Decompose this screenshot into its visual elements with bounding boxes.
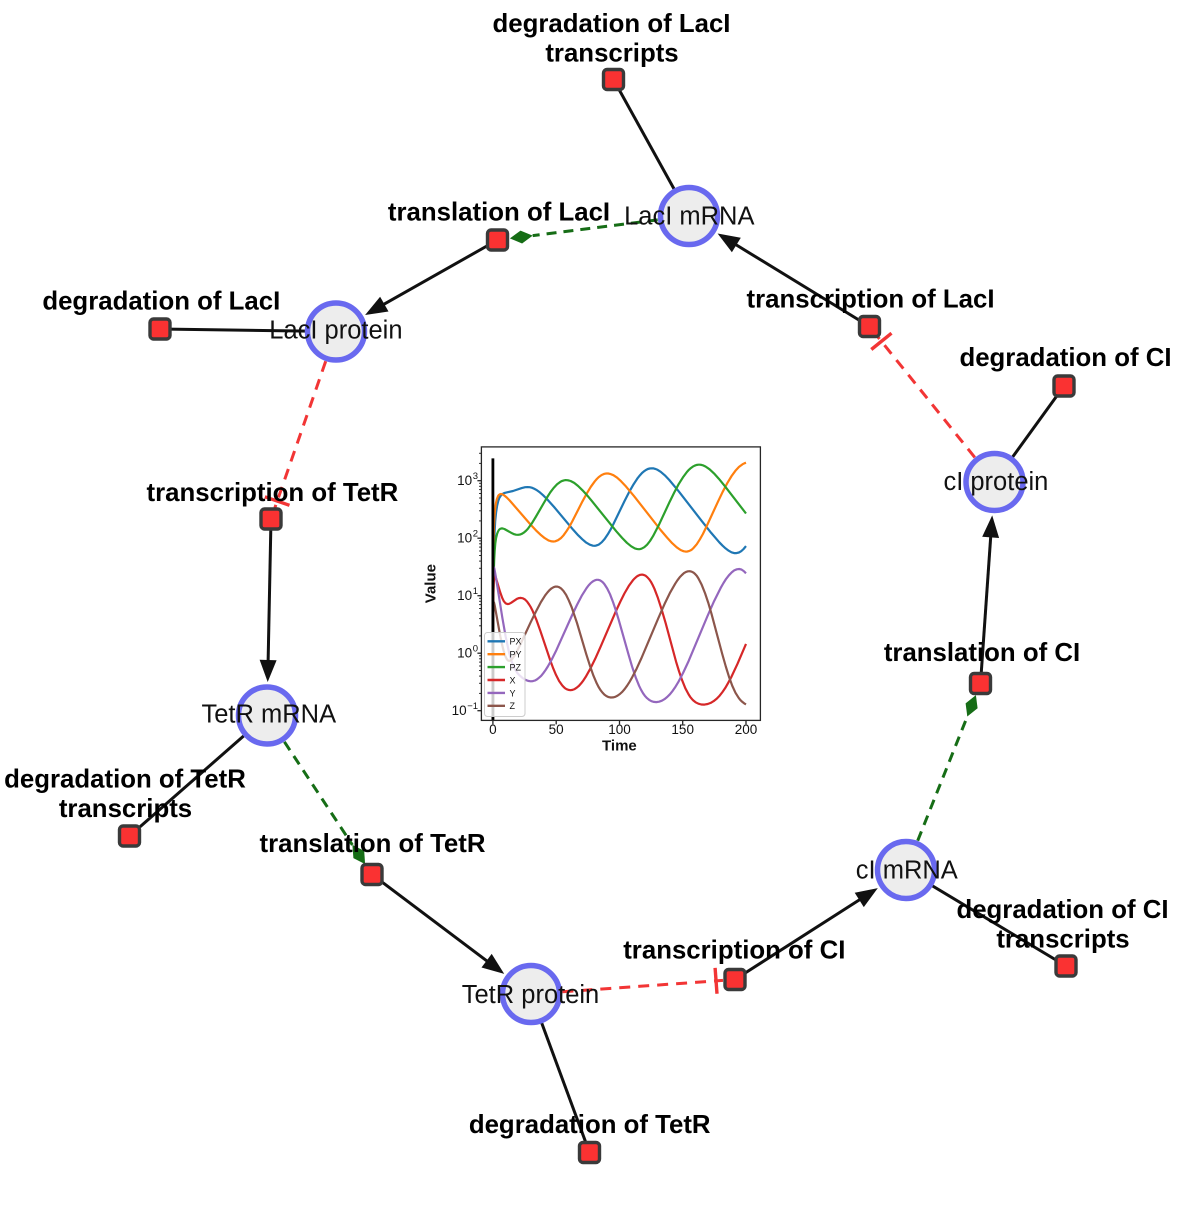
svg-text:10: 10	[452, 703, 467, 718]
svg-text:degradation of LacI: degradation of LacI	[42, 288, 280, 316]
svg-text:degradation of CI: degradation of CI	[956, 896, 1168, 924]
svg-text:10: 10	[457, 531, 472, 546]
svg-text:TetR protein: TetR protein	[462, 981, 600, 1009]
svg-text:X: X	[510, 675, 516, 685]
svg-text:Value: Value	[423, 564, 440, 603]
svg-text:PY: PY	[510, 650, 522, 660]
svg-text:Y: Y	[510, 688, 516, 698]
svg-text:150: 150	[671, 722, 694, 737]
svg-text:TetR mRNA: TetR mRNA	[201, 701, 336, 729]
svg-text:2: 2	[473, 529, 478, 540]
svg-text:10: 10	[457, 473, 472, 488]
svg-text:translation of TetR: translation of TetR	[260, 830, 486, 858]
svg-text:PZ: PZ	[510, 663, 522, 673]
svg-text:0: 0	[489, 722, 497, 737]
svg-text:transcription of CI: transcription of CI	[623, 937, 845, 965]
svg-text:cI mRNA: cI mRNA	[856, 857, 958, 885]
svg-text:0: 0	[473, 644, 478, 655]
svg-text:transcripts: transcripts	[996, 925, 1129, 953]
svg-text:−1: −1	[467, 701, 478, 712]
svg-text:50: 50	[549, 722, 564, 737]
svg-text:degradation of TetR: degradation of TetR	[469, 1111, 711, 1139]
svg-text:PX: PX	[510, 637, 522, 647]
svg-text:transcripts: transcripts	[545, 40, 678, 68]
svg-text:degradation of TetR: degradation of TetR	[4, 766, 246, 794]
svg-text:cI protein: cI protein	[943, 468, 1048, 496]
svg-text:degradation of LacI: degradation of LacI	[493, 10, 731, 38]
svg-text:LacI protein: LacI protein	[269, 316, 402, 344]
svg-text:100: 100	[608, 722, 631, 737]
svg-text:1: 1	[473, 586, 478, 597]
svg-text:10: 10	[457, 588, 472, 603]
svg-text:translation of LacI: translation of LacI	[388, 199, 610, 227]
svg-text:10: 10	[457, 646, 472, 661]
svg-text:3: 3	[473, 471, 478, 482]
svg-text:transcription of LacI: transcription of LacI	[747, 286, 995, 314]
svg-text:degradation of CI: degradation of CI	[959, 344, 1171, 372]
svg-text:200: 200	[735, 722, 758, 737]
svg-text:Time: Time	[602, 738, 637, 755]
svg-text:transcription of TetR: transcription of TetR	[147, 479, 399, 507]
svg-text:transcripts: transcripts	[59, 795, 192, 823]
svg-text:Z: Z	[510, 701, 516, 711]
svg-text:translation of CI: translation of CI	[884, 639, 1080, 667]
svg-text:LacI mRNA: LacI mRNA	[624, 202, 754, 230]
